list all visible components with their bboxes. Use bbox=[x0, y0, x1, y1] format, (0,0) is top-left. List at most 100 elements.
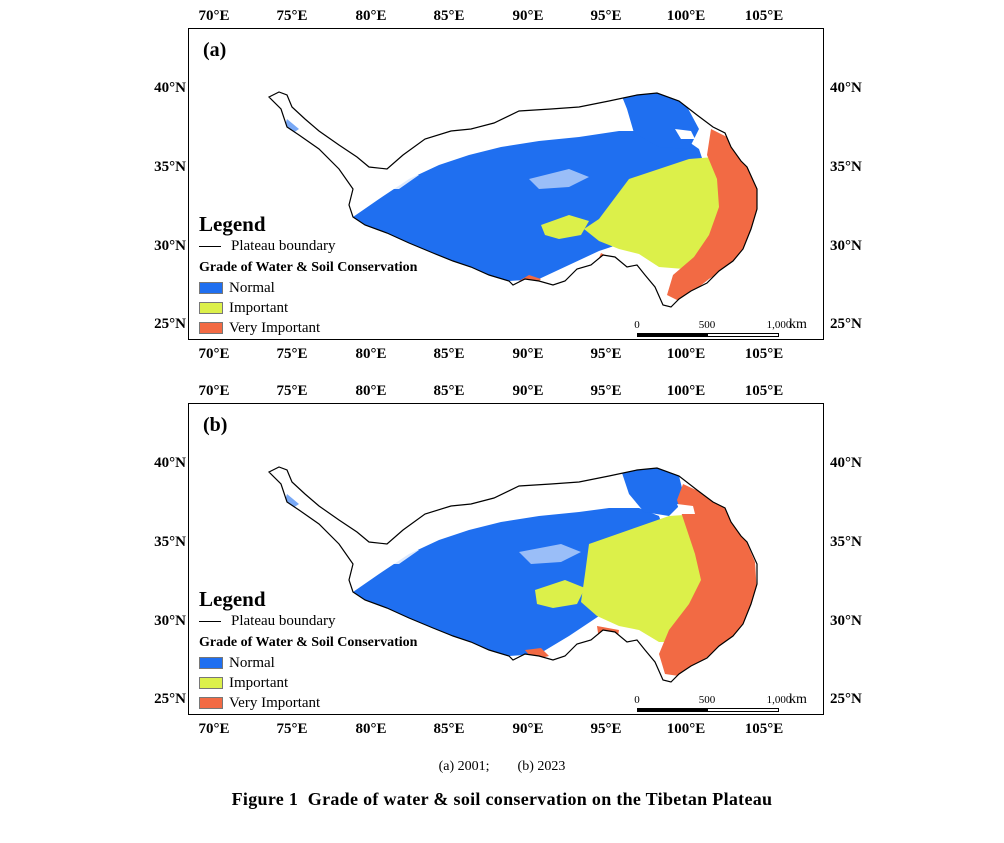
lat-label-left: 35°N bbox=[154, 534, 186, 550]
lat-label-right: 35°N bbox=[830, 159, 862, 175]
scale-bar-black bbox=[637, 708, 707, 712]
lat-label-right: 25°N bbox=[830, 691, 862, 707]
lat-label-left: 25°N bbox=[154, 691, 186, 707]
scale-tick-label: 500 bbox=[698, 694, 716, 706]
lon-label-bottom: 90°E bbox=[512, 346, 544, 362]
lon-label-bottom: 105°E bbox=[744, 721, 784, 737]
legend: Legend Plateau boundary Grade of Water &… bbox=[199, 212, 469, 338]
lon-label-top: 80°E bbox=[355, 8, 387, 24]
map-panel-a: 70°E 75°E 80°E 85°E 90°E 95°E 100°E 105°… bbox=[0, 0, 1004, 362]
lat-label-right: 30°N bbox=[830, 613, 862, 629]
lon-label-bottom: 100°E bbox=[666, 346, 706, 362]
scale-bar: 0 500 1,000 km bbox=[634, 692, 807, 714]
lon-label-top: 85°E bbox=[433, 383, 465, 399]
lat-label-left: 35°N bbox=[154, 159, 186, 175]
legend-title: Legend bbox=[199, 587, 266, 611]
legend-grade-title: Grade of Water & Soil Conservation bbox=[199, 635, 418, 650]
lon-label-bottom: 70°E bbox=[198, 721, 230, 737]
legend-item-label: Very Important bbox=[229, 694, 321, 711]
lat-label-right: 40°N bbox=[830, 455, 862, 471]
lon-label-top: 80°E bbox=[355, 383, 387, 399]
lat-label-left: 25°N bbox=[154, 316, 186, 332]
map-frame: (b) Legend Plateau boundary Grade of Wat… bbox=[188, 403, 824, 715]
lon-label-top: 100°E bbox=[666, 383, 706, 399]
lon-label-bottom: 90°E bbox=[512, 721, 544, 737]
legend-grade-title: Grade of Water & Soil Conservation bbox=[199, 260, 418, 275]
scale-unit: km bbox=[789, 317, 807, 332]
legend-title: Legend bbox=[199, 212, 266, 236]
important-swatch bbox=[199, 677, 223, 689]
scale-tick-label: 1,000 bbox=[766, 319, 792, 331]
lat-label-left: 40°N bbox=[154, 80, 186, 96]
legend-item-important: Important bbox=[199, 673, 469, 693]
scale-tick-label: 1,000 bbox=[766, 694, 792, 706]
scale-tick-label: 0 bbox=[634, 319, 640, 331]
lon-label-bottom: 95°E bbox=[590, 346, 622, 362]
lat-label-right: 25°N bbox=[830, 316, 862, 332]
lat-label-right: 40°N bbox=[830, 80, 862, 96]
lon-label-top: 95°E bbox=[590, 8, 622, 24]
map-panel-b: 70°E 75°E 80°E 85°E 90°E 95°E 100°E 105°… bbox=[0, 375, 1004, 737]
legend-item-label: Very Important bbox=[229, 319, 321, 336]
panel-label: (b) bbox=[203, 414, 228, 436]
normal-swatch bbox=[199, 657, 223, 669]
lon-label-bottom: 80°E bbox=[355, 721, 387, 737]
very-important-swatch bbox=[199, 322, 223, 334]
lon-label-top: 95°E bbox=[590, 383, 622, 399]
lon-label-top: 90°E bbox=[512, 383, 544, 399]
boundary-line-swatch bbox=[199, 245, 221, 247]
scale-bar-white bbox=[707, 708, 779, 712]
very-important-swatch bbox=[199, 697, 223, 709]
lon-label-top: 90°E bbox=[512, 8, 544, 24]
scale-bar-white bbox=[707, 333, 779, 337]
figure-caption: Figure 1 Grade of water & soil conservat… bbox=[231, 789, 773, 809]
scale-unit: km bbox=[789, 692, 807, 707]
panel-subcaption: (a) 2001; (b) 2023 bbox=[438, 759, 566, 774]
legend: Legend Plateau boundary Grade of Water &… bbox=[199, 587, 469, 713]
lon-label-bottom: 105°E bbox=[744, 346, 784, 362]
legend-item-label: Normal bbox=[229, 654, 275, 671]
lon-label-bottom: 70°E bbox=[198, 346, 230, 362]
lat-label-left: 30°N bbox=[154, 238, 186, 254]
lat-label-right: 35°N bbox=[830, 534, 862, 550]
lon-label-bottom: 80°E bbox=[355, 346, 387, 362]
lat-label-left: 40°N bbox=[154, 455, 186, 471]
plateau-boundary-line bbox=[267, 91, 758, 308]
lon-label-top: 75°E bbox=[276, 383, 308, 399]
legend-item-label: Important bbox=[229, 299, 289, 316]
plateau-map-svg bbox=[267, 466, 758, 683]
lon-label-bottom: 75°E bbox=[276, 346, 308, 362]
conservation-grade-raster bbox=[269, 467, 757, 682]
legend-boundary-row: Plateau boundary bbox=[199, 236, 469, 256]
lon-label-bottom: 100°E bbox=[666, 721, 706, 737]
lon-label-top: 70°E bbox=[198, 383, 230, 399]
legend-boundary-label: Plateau boundary bbox=[231, 612, 336, 629]
plateau-boundary-line bbox=[267, 466, 758, 683]
legend-item-very-important: Very Important bbox=[199, 693, 469, 713]
lat-label-left: 30°N bbox=[154, 613, 186, 629]
lon-label-top: 100°E bbox=[666, 8, 706, 24]
legend-item-important: Important bbox=[199, 298, 469, 318]
scale-bar-black bbox=[637, 333, 707, 337]
lon-label-bottom: 75°E bbox=[276, 721, 308, 737]
scale-tick-label: 500 bbox=[698, 319, 716, 331]
legend-item-label: Important bbox=[229, 674, 289, 691]
lon-label-top: 70°E bbox=[198, 8, 230, 24]
lon-label-top: 75°E bbox=[276, 8, 308, 24]
lon-label-bottom: 85°E bbox=[433, 721, 465, 737]
legend-item-very-important: Very Important bbox=[199, 318, 469, 338]
lat-label-right: 30°N bbox=[830, 238, 862, 254]
lon-label-top: 85°E bbox=[433, 8, 465, 24]
legend-boundary-label: Plateau boundary bbox=[231, 237, 336, 254]
normal-swatch bbox=[199, 282, 223, 294]
boundary-line-swatch bbox=[199, 620, 221, 622]
legend-boundary-row: Plateau boundary bbox=[199, 611, 469, 631]
lon-label-top: 105°E bbox=[744, 383, 784, 399]
scale-tick-label: 0 bbox=[634, 694, 640, 706]
lon-label-bottom: 85°E bbox=[433, 346, 465, 362]
scale-bar: 0 500 1,000 km bbox=[634, 317, 807, 339]
panel-label: (a) bbox=[203, 39, 227, 61]
map-frame: (a) Legend Plateau boundary Grade of Wat… bbox=[188, 28, 824, 340]
legend-item-label: Normal bbox=[229, 279, 275, 296]
plateau-map-svg bbox=[267, 91, 758, 308]
